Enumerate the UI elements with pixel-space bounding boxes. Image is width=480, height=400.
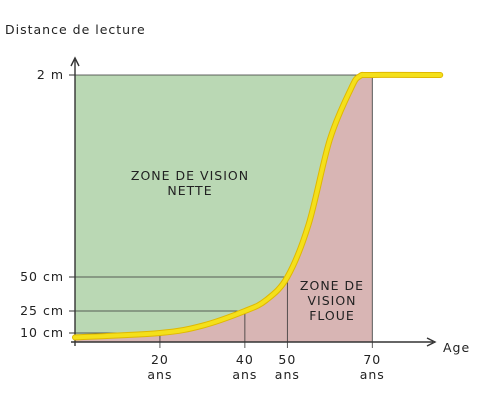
x-tick-label: 20 ans: [147, 352, 173, 382]
y-axis-label: Distance de lecture: [5, 22, 146, 37]
zone-fill: [75, 74, 373, 342]
y-tick-label: 25 cm: [20, 303, 64, 318]
y-axis-arrow: [70, 56, 80, 67]
y-tick-label: 50 cm: [20, 269, 64, 284]
x-tick-label: 50 ans: [274, 352, 300, 382]
zone-fill: [75, 74, 373, 338]
x-tick-label: 70 ans: [359, 352, 385, 382]
y-tick-label: 2 m: [36, 67, 64, 82]
zone-label: ZONE DE VISION FLOUE: [299, 278, 365, 323]
line: [73, 72, 443, 340]
x-axis-arrow: [426, 337, 437, 347]
x-axis-label: Age: [443, 340, 471, 355]
zone-label: ZONE DE VISION NETTE: [130, 168, 250, 198]
y-tick-label: 10 cm: [20, 325, 64, 340]
x-tick-label: 40 ans: [232, 352, 258, 382]
